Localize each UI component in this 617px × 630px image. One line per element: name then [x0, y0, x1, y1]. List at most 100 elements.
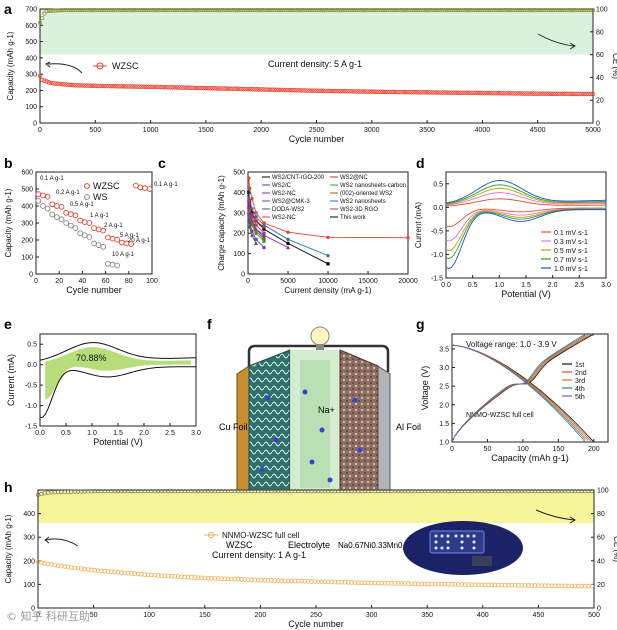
- ce-point: [427, 8, 432, 13]
- capacity-point: [141, 84, 147, 89]
- ce-point: [498, 8, 503, 13]
- x-tick-label: 0: [246, 278, 250, 285]
- capacity-point: [354, 89, 359, 94]
- capacity-point: [395, 581, 401, 586]
- ce-point: [245, 8, 250, 13]
- ce-point: [413, 8, 419, 13]
- x-tick-label: 2.5: [574, 282, 584, 289]
- y-tick-label: 500: [21, 187, 33, 194]
- series-point: [254, 237, 258, 241]
- ce-point: [568, 8, 573, 13]
- ce-point: [493, 8, 498, 13]
- y2-tick-label: 40: [597, 558, 605, 565]
- ce-point: [571, 8, 576, 13]
- capacity-point: [132, 84, 138, 89]
- capacity-point: [189, 574, 194, 580]
- panel-label-c: c: [158, 155, 166, 171]
- ce-point: [349, 8, 354, 13]
- capacity-point: [556, 583, 561, 589]
- x-tick-label: 200: [588, 446, 600, 453]
- series-point: [254, 229, 258, 234]
- capacity-point: [192, 575, 198, 580]
- ws-point: [77, 230, 83, 237]
- wzsc-label: WZSC: [226, 540, 253, 550]
- capacity-point: [106, 83, 111, 89]
- ce-point: [526, 8, 531, 13]
- legend-label: 1st: [575, 362, 584, 369]
- capacity-point: [479, 582, 484, 588]
- x-axis-label: Capacity (mAh g-1): [491, 453, 569, 463]
- capacity-point: [396, 89, 401, 95]
- capacity-point: [413, 90, 419, 95]
- capacity-point: [402, 89, 408, 95]
- capacity-point: [175, 574, 181, 579]
- ce-point: [256, 8, 262, 13]
- capacity-point: [239, 577, 244, 582]
- ce-point: [484, 8, 489, 13]
- ce-point: [172, 8, 177, 13]
- wzsc-point: [105, 234, 111, 241]
- ce-point: [195, 8, 200, 13]
- capacity-point: [329, 579, 334, 585]
- capacity-point: [526, 583, 531, 588]
- capacity-point: [499, 582, 505, 588]
- capacity-point: [221, 86, 226, 91]
- x-tick-label: 0.5: [61, 430, 71, 437]
- capacity-point: [296, 88, 302, 93]
- arrow-right-head: [569, 516, 576, 524]
- capacity-point: [559, 583, 565, 589]
- panel-label-d: d: [416, 155, 425, 171]
- ce-point: [456, 8, 461, 13]
- wzsc-point: [72, 212, 79, 219]
- x-tick-label: 1000: [143, 127, 159, 134]
- capacity-point: [452, 582, 458, 587]
- wzsc-point: [40, 192, 46, 199]
- capacity-point: [362, 580, 368, 586]
- capacity-point: [285, 578, 291, 584]
- watermark: © 知乎 科研互助: [6, 610, 90, 623]
- capacity-point: [88, 83, 94, 88]
- y-tick-label: 700: [25, 7, 37, 14]
- capacity-point: [391, 89, 397, 95]
- capacity-point: [427, 90, 432, 95]
- capacity-point: [456, 582, 461, 587]
- ce-point: [387, 8, 392, 13]
- capacity-point: [190, 85, 195, 91]
- capacity-point: [322, 579, 328, 585]
- capacity-point: [539, 583, 545, 588]
- ce-point: [298, 8, 304, 13]
- ce-point: [208, 8, 213, 13]
- capacity-point: [137, 84, 142, 89]
- ce-point: [186, 8, 191, 13]
- capacity-point: [70, 83, 76, 88]
- capacity-point: [205, 86, 211, 91]
- capacity-point: [352, 580, 358, 585]
- capacity-point: [484, 90, 490, 96]
- capacity-point: [225, 86, 231, 91]
- capacity-point: [356, 89, 361, 94]
- capacity-point: [546, 91, 551, 96]
- ce-point: [86, 8, 91, 13]
- capacity-point: [552, 583, 558, 589]
- capacity-point: [382, 89, 388, 95]
- ce-point: [161, 8, 166, 13]
- ce-point: [500, 8, 505, 13]
- capacity-point: [351, 89, 357, 94]
- y-axis-label: Charge capacity (mAh g-1): [217, 175, 226, 271]
- ce-point: [380, 8, 385, 13]
- x-tick-label: 50: [484, 446, 492, 453]
- ce-point: [398, 8, 403, 13]
- ce-point: [279, 8, 284, 13]
- led-dot: [440, 534, 444, 538]
- ce-point: [489, 8, 494, 13]
- wzsc-point: [146, 186, 153, 192]
- capacity-point: [502, 91, 507, 96]
- ce-point: [310, 8, 315, 13]
- y-axis-label: Current (mA): [6, 354, 16, 406]
- ce-point: [68, 8, 74, 13]
- capacity-point: [476, 582, 481, 588]
- ce-point: [122, 8, 127, 13]
- ce-point: [385, 8, 390, 13]
- ce-point: [170, 8, 175, 13]
- capacity-point: [203, 85, 209, 91]
